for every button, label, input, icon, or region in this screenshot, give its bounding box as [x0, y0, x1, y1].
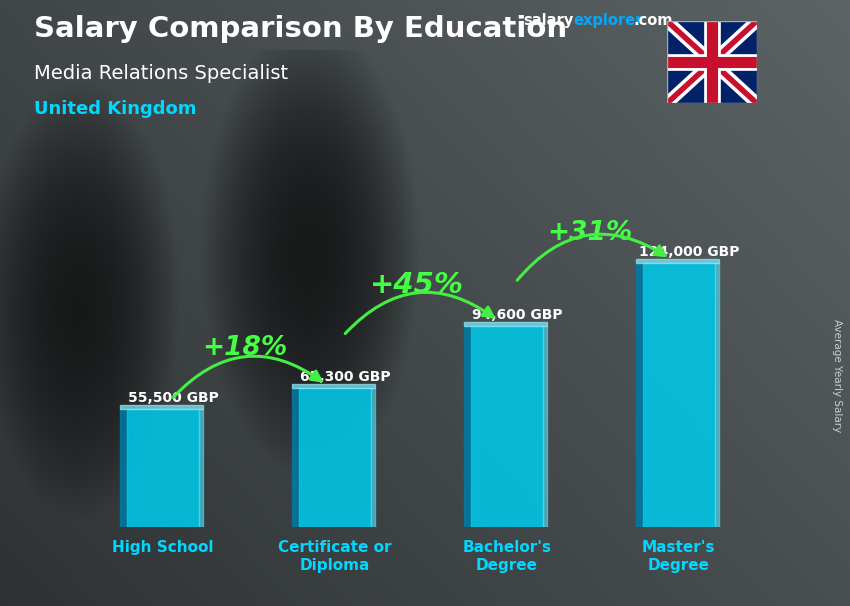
- Text: Media Relations Specialist: Media Relations Specialist: [34, 64, 288, 82]
- Text: +18%: +18%: [202, 335, 288, 361]
- Bar: [636, 259, 719, 263]
- Text: 94,600 GBP: 94,600 GBP: [472, 307, 563, 322]
- Bar: [715, 263, 719, 527]
- Bar: [127, 409, 199, 527]
- Text: United Kingdom: United Kingdom: [34, 100, 196, 118]
- Text: 55,500 GBP: 55,500 GBP: [128, 391, 218, 405]
- Text: 65,300 GBP: 65,300 GBP: [300, 370, 390, 384]
- Bar: [371, 388, 375, 527]
- Text: salary: salary: [523, 13, 573, 28]
- Text: Average Yearly Salary: Average Yearly Salary: [832, 319, 842, 432]
- Text: 124,000 GBP: 124,000 GBP: [639, 245, 740, 259]
- Bar: [464, 322, 547, 326]
- Text: Salary Comparison By Education: Salary Comparison By Education: [34, 15, 567, 43]
- Bar: [471, 326, 543, 527]
- Bar: [120, 409, 127, 527]
- Bar: [543, 326, 547, 527]
- Bar: [292, 388, 298, 527]
- Text: +31%: +31%: [547, 220, 632, 246]
- Text: +45%: +45%: [371, 271, 464, 299]
- Text: explorer: explorer: [574, 13, 643, 28]
- Bar: [120, 405, 203, 409]
- Bar: [292, 384, 375, 388]
- Bar: [199, 409, 203, 527]
- Text: .com: .com: [633, 13, 672, 28]
- Bar: [298, 388, 371, 527]
- Bar: [643, 263, 715, 527]
- Bar: [464, 326, 471, 527]
- Bar: [636, 263, 643, 527]
